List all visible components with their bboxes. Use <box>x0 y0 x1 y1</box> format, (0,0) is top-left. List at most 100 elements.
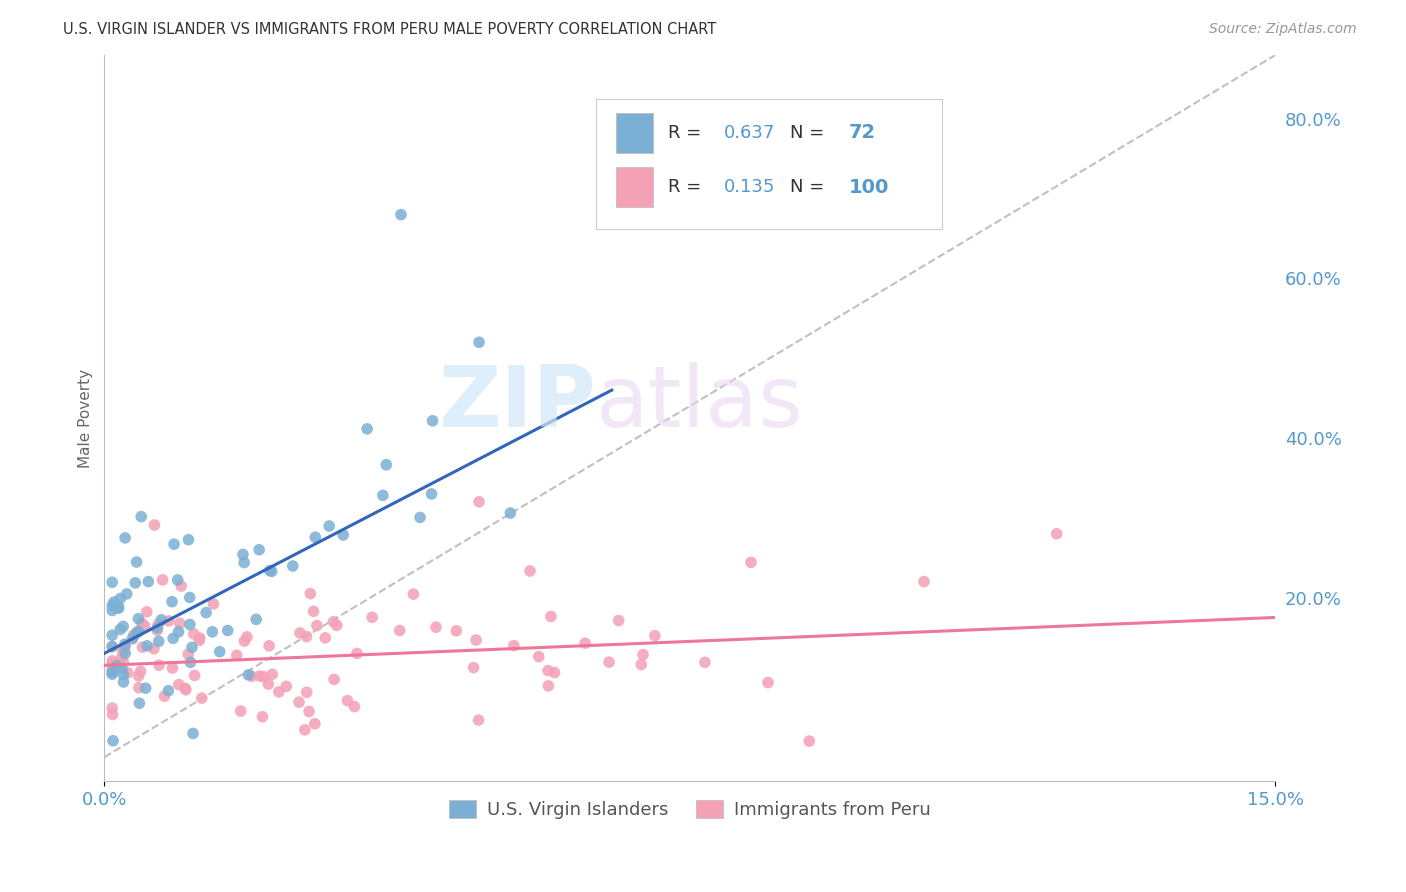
Point <box>157 614 180 628</box>
Point <box>422 414 444 428</box>
Point <box>233 556 256 570</box>
Point <box>174 681 197 696</box>
Point <box>463 660 485 674</box>
Point <box>527 649 550 664</box>
Point <box>302 604 325 618</box>
Bar <box>616 168 654 207</box>
Point <box>332 528 354 542</box>
Point <box>150 613 173 627</box>
Point <box>537 679 560 693</box>
Point <box>499 506 522 520</box>
Point <box>101 640 124 654</box>
Point <box>225 648 247 663</box>
Point <box>259 564 281 578</box>
Point <box>170 579 193 593</box>
Point <box>281 559 304 574</box>
Point <box>217 624 239 638</box>
Point <box>267 685 290 699</box>
Point <box>519 564 541 578</box>
Point <box>167 624 190 639</box>
Point <box>166 573 188 587</box>
Point <box>409 510 432 524</box>
Point <box>195 606 218 620</box>
Point <box>122 630 145 644</box>
Point <box>174 682 197 697</box>
Text: 0.637: 0.637 <box>724 124 775 142</box>
Point <box>129 509 152 524</box>
Point <box>101 701 124 715</box>
Text: Source: ZipAtlas.com: Source: ZipAtlas.com <box>1209 22 1357 37</box>
Point <box>249 669 271 683</box>
Point <box>181 640 204 655</box>
Point <box>468 495 491 509</box>
Point <box>181 726 204 740</box>
Point <box>112 641 135 656</box>
Point <box>756 675 779 690</box>
Point <box>101 640 124 654</box>
Point <box>233 634 256 648</box>
Point <box>127 624 149 639</box>
Point <box>232 548 254 562</box>
Point <box>183 627 205 641</box>
Point <box>111 645 134 659</box>
Point <box>131 640 153 655</box>
Point <box>152 573 174 587</box>
Point <box>299 586 322 600</box>
Point <box>169 616 191 631</box>
Point <box>740 555 762 569</box>
Point <box>467 713 489 727</box>
Point <box>236 630 259 644</box>
Point <box>402 587 425 601</box>
Point <box>107 601 129 615</box>
Point <box>912 574 935 589</box>
Text: N =: N = <box>790 178 831 196</box>
Point <box>101 733 124 747</box>
Point <box>502 639 524 653</box>
Point <box>298 705 321 719</box>
Point <box>110 623 132 637</box>
Point <box>135 605 157 619</box>
Point <box>148 634 170 648</box>
Point <box>336 693 359 707</box>
Point <box>148 617 170 632</box>
Point <box>288 626 311 640</box>
Point <box>318 519 340 533</box>
Point <box>128 696 150 710</box>
Point <box>146 621 169 635</box>
Point <box>105 659 128 673</box>
Point <box>107 599 129 614</box>
Text: 72: 72 <box>849 123 876 143</box>
Text: atlas: atlas <box>596 362 804 445</box>
Text: U.S. VIRGIN ISLANDER VS IMMIGRANTS FROM PERU MALE POVERTY CORRELATION CHART: U.S. VIRGIN ISLANDER VS IMMIGRANTS FROM … <box>63 22 717 37</box>
Point <box>128 669 150 683</box>
Point <box>101 667 124 681</box>
Point <box>201 624 224 639</box>
Point <box>343 699 366 714</box>
Point <box>245 612 267 626</box>
Point <box>322 615 344 629</box>
Point <box>101 575 124 590</box>
Point <box>125 625 148 640</box>
Point <box>262 667 284 681</box>
Point <box>101 654 124 668</box>
Point <box>131 615 153 630</box>
Y-axis label: Male Poverty: Male Poverty <box>79 368 93 467</box>
Text: ZIP: ZIP <box>439 362 596 445</box>
Point <box>143 518 166 533</box>
Point <box>188 631 211 645</box>
Point <box>375 458 398 472</box>
Text: 0.135: 0.135 <box>724 178 775 196</box>
Point <box>323 673 346 687</box>
Point <box>127 612 149 626</box>
Point <box>294 723 316 737</box>
Point <box>183 668 205 682</box>
Point <box>314 631 336 645</box>
Point <box>135 681 157 696</box>
Point <box>112 675 135 690</box>
Point <box>167 678 190 692</box>
Point <box>101 662 124 676</box>
Text: R =: R = <box>668 178 707 196</box>
Text: 100: 100 <box>849 178 890 197</box>
Point <box>101 628 124 642</box>
Point <box>1046 526 1069 541</box>
